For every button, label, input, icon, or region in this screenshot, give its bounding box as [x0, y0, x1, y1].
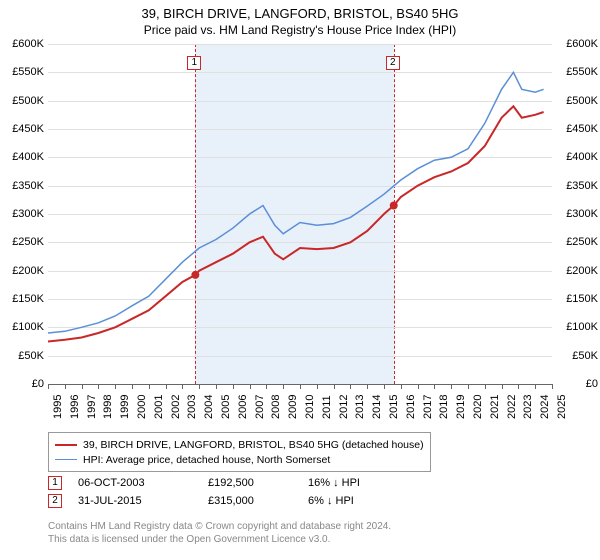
x-tick-label: 2007: [254, 395, 266, 419]
series-hpi: [48, 72, 544, 333]
sale-marker-box: 2: [386, 56, 400, 70]
x-tick-label: 1998: [102, 395, 114, 419]
sale-marker-box: 2: [48, 494, 62, 508]
x-tick-label: 2020: [472, 395, 484, 419]
sale-price: £192,500: [208, 477, 308, 489]
legend-row: HPI: Average price, detached house, Nort…: [55, 452, 424, 467]
chart-svg: [48, 44, 552, 384]
y-tick-label: £600K: [2, 38, 48, 50]
sale-delta: 16% ↓ HPI: [308, 477, 418, 489]
x-tick-label: 2015: [388, 395, 400, 419]
x-tick-label: 2024: [539, 395, 551, 419]
x-tick-label: 2008: [270, 395, 282, 419]
chart-title-block: 39, BIRCH DRIVE, LANGFORD, BRISTOL, BS40…: [0, 0, 600, 37]
y-tick-label: £100K: [552, 321, 598, 333]
x-tick-label: 2022: [506, 395, 518, 419]
x-tick-label: 2023: [522, 395, 534, 419]
legend-row: 39, BIRCH DRIVE, LANGFORD, BRISTOL, BS40…: [55, 437, 424, 452]
sale-marker-box: 1: [48, 476, 62, 490]
sale-delta: 6% ↓ HPI: [308, 495, 418, 507]
x-tick-label: 2017: [422, 395, 434, 419]
legend-label: 39, BIRCH DRIVE, LANGFORD, BRISTOL, BS40…: [83, 439, 424, 451]
x-axis-line: [48, 384, 552, 385]
x-tick-label: 2013: [354, 395, 366, 419]
sale-marker-box: 1: [187, 56, 201, 70]
sales-row: 1 06-OCT-2003£192,50016% ↓ HPI: [48, 474, 418, 492]
x-tick-label: 2016: [405, 395, 417, 419]
y-tick-label: £600K: [552, 38, 598, 50]
x-tick-label: 2018: [438, 395, 450, 419]
sale-point-marker: [191, 271, 199, 279]
x-tick-label: 2004: [203, 395, 215, 419]
y-tick-label: £50K: [552, 350, 598, 362]
x-tick-label: 2012: [338, 395, 350, 419]
y-tick-label: £350K: [552, 180, 598, 192]
price-chart: £0£0£50K£50K£100K£100K£150K£150K£200K£20…: [48, 44, 552, 384]
x-tick-label: 1996: [69, 395, 81, 419]
y-tick-label: £0: [2, 378, 48, 390]
y-tick-label: £150K: [552, 293, 598, 305]
x-tick-label: 2005: [220, 395, 232, 419]
chart-legend: 39, BIRCH DRIVE, LANGFORD, BRISTOL, BS40…: [48, 432, 431, 472]
legend-swatch: [55, 444, 77, 446]
sale-point-marker: [390, 202, 398, 210]
legend-swatch: [55, 459, 77, 461]
y-tick-label: £300K: [2, 208, 48, 220]
y-tick-label: £200K: [552, 265, 598, 277]
x-tick-label: 2011: [321, 395, 333, 419]
sale-date: 06-OCT-2003: [78, 477, 208, 489]
y-tick-label: £150K: [2, 293, 48, 305]
x-tick-label: 2021: [489, 395, 501, 419]
attribution-text: Contains HM Land Registry data © Crown c…: [48, 520, 391, 546]
y-tick-label: £450K: [2, 123, 48, 135]
y-tick-label: £450K: [552, 123, 598, 135]
x-tick-label: 1995: [52, 395, 64, 419]
y-tick-label: £300K: [552, 208, 598, 220]
chart-subtitle: Price paid vs. HM Land Registry's House …: [0, 23, 600, 37]
attribution-line: Contains HM Land Registry data © Crown c…: [48, 520, 391, 533]
x-tick-label: 2002: [170, 395, 182, 419]
y-tick-label: £50K: [2, 350, 48, 362]
y-tick-label: £250K: [552, 236, 598, 248]
y-tick-label: £550K: [552, 66, 598, 78]
x-tick: [552, 384, 553, 389]
y-tick-label: £200K: [2, 265, 48, 277]
legend-label: HPI: Average price, detached house, Nort…: [83, 454, 330, 466]
x-tick-label: 2009: [287, 395, 299, 419]
attribution-line: This data is licensed under the Open Gov…: [48, 533, 391, 546]
x-tick-label: 2019: [455, 395, 467, 419]
x-tick-label: 2001: [153, 395, 165, 419]
y-tick-label: £500K: [2, 95, 48, 107]
x-tick-label: 2003: [186, 395, 198, 419]
y-tick-label: £100K: [2, 321, 48, 333]
x-tick-label: 2014: [371, 395, 383, 419]
y-tick-label: £350K: [2, 180, 48, 192]
x-tick-label: 2010: [304, 395, 316, 419]
sales-row: 2 31-JUL-2015£315,0006% ↓ HPI: [48, 492, 418, 510]
x-tick-label: 2006: [237, 395, 249, 419]
y-tick-label: £550K: [2, 66, 48, 78]
x-tick-label: 2000: [136, 395, 148, 419]
y-tick-label: £250K: [2, 236, 48, 248]
y-tick-label: £400K: [2, 151, 48, 163]
y-tick-label: £0: [552, 378, 598, 390]
y-tick-label: £400K: [552, 151, 598, 163]
chart-title: 39, BIRCH DRIVE, LANGFORD, BRISTOL, BS40…: [0, 6, 600, 21]
y-tick-label: £500K: [552, 95, 598, 107]
sale-date: 31-JUL-2015: [78, 495, 208, 507]
sale-price: £315,000: [208, 495, 308, 507]
x-tick-label: 1997: [86, 395, 98, 419]
x-tick-label: 1999: [119, 395, 131, 419]
x-tick-label: 2025: [556, 395, 568, 419]
series-property: [48, 106, 544, 341]
sales-table: 1 06-OCT-2003£192,50016% ↓ HPI 2 31-JUL-201…: [48, 474, 418, 510]
